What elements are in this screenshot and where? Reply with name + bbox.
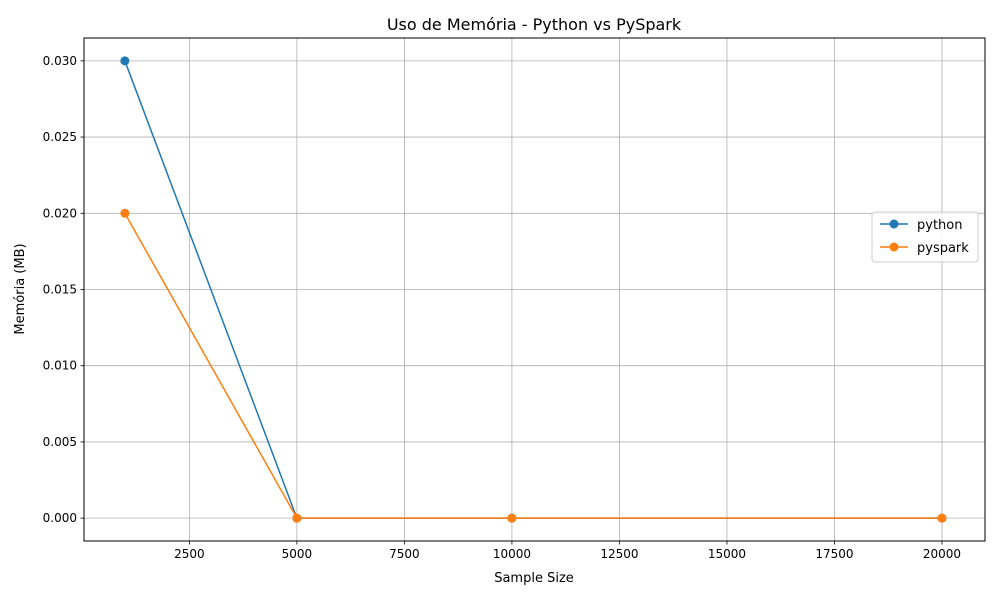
series-line-pyspark xyxy=(124,212,942,519)
x-tick-label: 17500 xyxy=(815,547,853,561)
data-point-pyspark xyxy=(120,208,130,218)
legend-marker-python xyxy=(889,219,899,229)
legend: python pyspark xyxy=(871,211,979,263)
y-tick-label: 0.020 xyxy=(43,206,77,220)
plot-frame xyxy=(83,37,986,542)
data-point-pyspark xyxy=(507,513,517,523)
chart-title: Uso de Memória - Python vs PySpark xyxy=(387,15,682,34)
y-tick-label: 0.015 xyxy=(43,283,77,297)
x-tick-label: 20000 xyxy=(923,547,961,561)
series-layer xyxy=(120,56,947,523)
x-tick-label: 15000 xyxy=(708,547,746,561)
series-pyspark xyxy=(120,208,947,523)
x-tick-label: 7500 xyxy=(389,547,420,561)
x-tick-label: 10000 xyxy=(493,547,531,561)
data-point-pyspark xyxy=(937,513,947,523)
data-point-python xyxy=(120,56,130,66)
x-tick-label: 5000 xyxy=(282,547,313,561)
y-tick-label: 0.025 xyxy=(43,130,77,144)
y-axis-label: Memória (MB) xyxy=(13,243,28,334)
grid xyxy=(84,38,985,541)
y-tick-label: 0.030 xyxy=(43,54,77,68)
y-tick-label: 0.005 xyxy=(43,435,77,449)
axes: 2500 5000 7500 10000 12500 15000 17500 20000 0.0… xyxy=(43,54,961,561)
legend-label-pyspark: pyspark xyxy=(917,241,969,256)
legend-marker-pyspark xyxy=(889,242,899,252)
data-point-pyspark xyxy=(292,513,302,523)
x-tick-label: 2500 xyxy=(174,547,205,561)
legend-label-python: python xyxy=(917,218,962,233)
y-tick-label: 0.010 xyxy=(43,359,77,373)
x-axis-label: Sample Size xyxy=(494,571,574,586)
y-tick-label: 0.000 xyxy=(43,511,77,525)
x-tick-label: 12500 xyxy=(600,547,638,561)
